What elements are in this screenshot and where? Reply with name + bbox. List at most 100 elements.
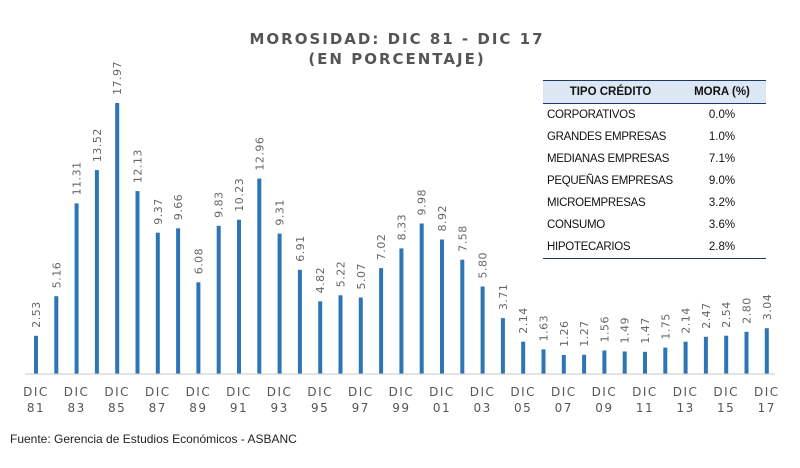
x-tick-label-text: DIC [348, 385, 374, 399]
mora-rate-cell: 2.8% [678, 236, 766, 259]
bar-value-label: 9.98 [416, 189, 429, 216]
x-tick-label: DIC 03 [470, 385, 496, 415]
x-tick-label-text: 11 [636, 401, 654, 415]
x-tick-label-text: DIC [64, 385, 90, 399]
x-tick-label-text: 01 [433, 401, 451, 415]
bar-value-label: 1.75 [659, 313, 672, 340]
bar [54, 296, 59, 374]
x-tick-label-text: 97 [352, 401, 370, 415]
credit-type-cell: MEDIANAS EMPRESAS [547, 153, 670, 165]
table-row: CONSUMO 3.6% [543, 214, 766, 236]
bar [257, 178, 262, 374]
x-tick-label: DIC 81 [23, 385, 49, 415]
bar [744, 331, 749, 374]
x-tick-label: DIC 95 [307, 385, 331, 415]
bar-value-label: 13.52 [91, 128, 104, 162]
bar-value-label: 2.80 [741, 297, 754, 324]
bar-value-label: 9.31 [274, 199, 287, 226]
bar-value-label: 5.16 [50, 262, 63, 289]
bar-value-label: 2.14 [680, 307, 693, 334]
mora-rate-cell: 0.0% [708, 109, 736, 121]
credit-type-cell: PEQUEÑAS EMPRESAS [547, 175, 673, 187]
bar-value-label: 9.66 [172, 194, 185, 221]
credit-type-cell: MICROEMPRESAS [547, 197, 646, 209]
x-tick-label: DIC 09 [592, 385, 616, 415]
table-row: PEQUEÑAS EMPRESAS 9.0% [543, 170, 766, 192]
x-tick-label-text: 03 [473, 401, 491, 415]
bar [480, 286, 485, 374]
x-tick-label: DIC 97 [348, 385, 374, 415]
bar-value-label: 12.96 [253, 137, 266, 171]
x-tick-label-text: DIC [23, 385, 49, 399]
bar-value-label: 8.33 [395, 214, 408, 241]
bar [115, 103, 120, 374]
bar-value-label: 11.31 [71, 161, 84, 195]
bar [541, 349, 546, 374]
x-tick-label: DIC 15 [713, 385, 739, 415]
x-tick-label-text: 83 [67, 401, 85, 415]
x-tick-label-text: 91 [230, 401, 248, 415]
x-tick-label-text: 13 [676, 401, 694, 415]
x-tick-label-text: DIC [389, 385, 415, 399]
bar [419, 223, 424, 374]
credit-type-cell: CONSUMO [547, 219, 605, 231]
x-tick-label-text: DIC [470, 385, 496, 399]
bar-value-label: 17.97 [111, 61, 124, 95]
bar [460, 259, 465, 374]
bar-value-label: 5.22 [335, 261, 348, 288]
bar [338, 295, 343, 374]
bar-value-label: 4.82 [314, 267, 327, 294]
bar-value-label: 7.58 [456, 225, 469, 252]
bar-value-label: 1.47 [639, 317, 652, 344]
bar-value-label: 2.54 [720, 301, 733, 328]
bar-value-label: 5.80 [477, 252, 490, 278]
x-tick-label-text: 09 [595, 401, 613, 415]
x-tick-label: DIC 17 [754, 385, 778, 415]
x-tick-label: DIC 93 [267, 385, 291, 415]
table-row: MEDIANAS EMPRESAS 7.1% [543, 148, 766, 170]
source-note: Fuente: Gerencia de Estudios Económicos … [10, 432, 297, 446]
table-row: GRANDES EMPRESAS 1.0% [543, 126, 766, 148]
x-tick-label: DIC 11 [632, 385, 658, 415]
bar-value-label: 3.04 [761, 294, 774, 321]
mora-rate-cell: 1.0% [708, 131, 736, 143]
bar [724, 335, 729, 374]
x-tick-label-text: 17 [758, 401, 776, 415]
bar [358, 297, 363, 374]
chart-subtitle: (EN PORCENTAJE) [308, 50, 485, 68]
x-tick-label: DIC 01 [429, 385, 453, 415]
x-tick-label-text: DIC [673, 385, 699, 399]
x-tick-label-text: 93 [270, 401, 288, 415]
x-tick-label: DIC 89 [186, 385, 210, 415]
x-tick-label-text: 81 [27, 401, 45, 415]
x-tick-label-text: 85 [108, 401, 126, 415]
x-tick-label: DIC 07 [551, 385, 575, 415]
x-tick-label: DIC 05 [510, 385, 534, 415]
x-tick-label-text: 89 [189, 401, 207, 415]
bar-value-label: 1.56 [598, 316, 611, 343]
table-row: CORPORATIVOS 0.0% [543, 104, 766, 127]
table-row: MICROEMPRESAS 3.2% [543, 192, 766, 214]
x-tick-label-text: DIC [713, 385, 739, 399]
x-tick-label: DIC 13 [673, 385, 699, 415]
bar [500, 318, 505, 374]
x-tick-label-text: DIC [104, 385, 130, 399]
x-tick-label-text: 15 [717, 401, 735, 415]
bar [703, 336, 708, 374]
bar-value-label: 2.47 [700, 302, 713, 329]
mora-rate-cell: 9.0% [708, 175, 736, 187]
bar-value-label: 9.37 [152, 198, 165, 225]
bar-value-label: 2.53 [30, 301, 43, 328]
bar [196, 282, 201, 374]
x-tick-label-text: DIC [145, 385, 171, 399]
mora-rate-cell: 7.1% [708, 153, 736, 165]
x-tick-label-text: 07 [555, 401, 573, 415]
x-tick-label-text: DIC [632, 385, 658, 399]
bar [216, 225, 221, 374]
x-tick-label-text: 87 [149, 401, 167, 415]
bar-value-label: 12.13 [132, 149, 145, 183]
bar [643, 351, 647, 374]
bar [440, 239, 444, 374]
bar [34, 335, 38, 374]
